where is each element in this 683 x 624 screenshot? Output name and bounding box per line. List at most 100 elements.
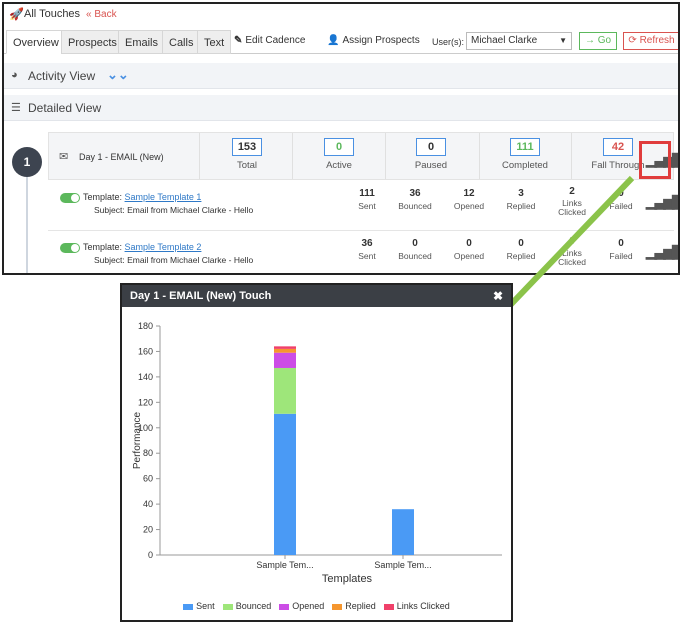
x-axis-label: Templates: [322, 573, 373, 585]
y-tick-label: 0: [148, 550, 153, 560]
chart-popup: Day 1 - EMAIL (New) Touch ✖ 0 20 40 60 80 100…: [120, 283, 513, 622]
legend-label: Bounced: [235, 601, 272, 611]
detailed-view-label: Detailed View: [28, 101, 102, 115]
stat-total: 153 Total: [217, 138, 277, 171]
y-tick-label: 40: [143, 499, 153, 509]
template-row: Template: Sample Template 2 Subject: Ema…: [48, 231, 674, 273]
stat-paused: 0 Paused: [401, 138, 461, 171]
template-prefix: Template:: [83, 192, 123, 202]
assign-prospects-label: Assign Prospects: [342, 35, 420, 46]
detailed-view-bar[interactable]: ☰ Detailed View: [4, 95, 678, 121]
divider: [199, 133, 200, 179]
metric-label: Opened: [453, 251, 485, 261]
edit-cadence-button[interactable]: ✎ Edit Cadence: [234, 35, 305, 46]
legend-swatch: [222, 603, 233, 610]
user-select[interactable]: Michael Clarke ▼: [466, 32, 572, 50]
tab-emails[interactable]: Emails: [118, 30, 166, 54]
timeline-line: [26, 177, 28, 273]
metric-label: Bounced: [398, 251, 432, 261]
stat-active: 0 Active: [309, 138, 369, 171]
touch-title: Day 1 - EMAIL (New): [79, 152, 164, 162]
metric-label: Links Clicked: [558, 248, 586, 267]
metric-failed: 0 Failed: [598, 238, 644, 261]
close-icon[interactable]: ✖: [492, 289, 503, 303]
stat-label: Paused: [414, 160, 448, 171]
legend-item[interactable]: Opened: [279, 601, 324, 611]
legend-swatch: [383, 603, 394, 610]
top-header: 🚀 All Touches « Back: [4, 4, 678, 30]
stat-value: 0: [324, 138, 354, 156]
email-icon: ✉: [59, 151, 69, 163]
divider: [479, 133, 480, 179]
metric-sent: 111 Sent: [344, 188, 390, 211]
rocket-icon: 🚀: [9, 7, 24, 21]
metric-label: Bounced: [398, 201, 432, 211]
user-select-value: Michael Clarke: [471, 35, 538, 46]
bar-segment-links-clicked: [274, 346, 296, 349]
divider: [385, 133, 386, 179]
template-row: Template: Sample Template 1 Subject: Ema…: [48, 181, 674, 231]
metric-value: 0: [518, 238, 524, 249]
go-button[interactable]: → Go: [579, 32, 617, 50]
bar-chart-icon[interactable]: ▁▃▅▇: [646, 193, 680, 209]
pie-chart-icon: ◕: [11, 69, 18, 81]
refresh-button[interactable]: ⟳ Refresh: [623, 32, 678, 50]
legend-item[interactable]: Links Clicked: [383, 601, 450, 611]
metric-value: 0: [412, 238, 418, 249]
stat-label: Active: [326, 160, 352, 171]
metric-opened: 0 Opened: [446, 238, 492, 261]
template-link[interactable]: Sample Template 2: [124, 242, 202, 252]
step-number-badge: 1: [12, 147, 42, 177]
metric-opened: 12 Opened: [446, 188, 492, 211]
metric-links-clicked: 2 Links Clicked: [549, 186, 595, 217]
stat-value: 153: [232, 138, 262, 156]
template-label: Template: Sample Template 1: [83, 192, 201, 202]
template-toggle[interactable]: [60, 243, 80, 253]
y-tick-label: 160: [138, 346, 153, 356]
bar-chart-icon[interactable]: ▁▃▅▇: [646, 243, 680, 259]
template-toggle[interactable]: [60, 193, 80, 203]
double-chevron-down-icon[interactable]: ⌄⌄: [107, 67, 129, 82]
legend-swatch: [279, 603, 290, 610]
assign-prospects-button[interactable]: 👤 Assign Prospects: [327, 35, 420, 46]
legend-item[interactable]: Sent: [183, 601, 215, 611]
x-tick-label: Sample Tem...: [374, 560, 431, 570]
metric-value: 36: [409, 188, 421, 199]
legend-item[interactable]: Replied: [332, 601, 376, 611]
legend-swatch: [183, 603, 194, 610]
bar-segment-sent: [392, 509, 414, 555]
tab-calls[interactable]: Calls: [162, 30, 201, 54]
arrow-shaft: [493, 175, 635, 323]
legend-item[interactable]: Bounced: [222, 601, 272, 611]
tab-prospects[interactable]: Prospects: [61, 30, 124, 54]
bar-segment-opened: [274, 352, 296, 368]
metric-replied: 3 Replied: [498, 188, 544, 211]
template-label: Template: Sample Template 2: [83, 242, 201, 252]
metric-value: 36: [361, 238, 373, 249]
metric-label: Opened: [453, 201, 485, 211]
users-label: User(s):: [432, 37, 464, 47]
bar-segment-sent: [274, 413, 296, 555]
activity-view-bar[interactable]: ◕ Activity View ⌄⌄: [4, 63, 678, 89]
stat-fall-through: 42 Fall Through: [587, 138, 649, 171]
metric-value: 0: [466, 238, 472, 249]
metric-label: Sent: [358, 251, 376, 261]
divider: [292, 133, 293, 179]
y-tick-label: 60: [143, 474, 153, 484]
caret-down-icon: ▼: [559, 36, 567, 45]
stat-completed: 111 Completed: [495, 138, 555, 171]
y-tick-label: 20: [143, 525, 153, 535]
stat-value: 111: [510, 138, 540, 156]
list-icon: ☰: [11, 102, 21, 114]
back-link[interactable]: « Back: [86, 9, 117, 20]
chart-legend: Sent Bounced Opened Replied Links Clicked: [122, 601, 511, 611]
add-user-icon: 👤: [327, 35, 340, 46]
popup-header: Day 1 - EMAIL (New) Touch ✖: [122, 285, 511, 307]
tab-overview[interactable]: Overview: [6, 30, 66, 54]
page-title: All Touches: [24, 8, 81, 20]
legend-label: Sent: [196, 601, 215, 611]
tab-text[interactable]: Text: [197, 30, 232, 54]
template-link[interactable]: Sample Template 1: [124, 192, 202, 202]
template-subject: Subject: Email from Michael Clarke - Hel…: [94, 205, 254, 215]
metric-replied: 0 Replied: [498, 238, 544, 261]
